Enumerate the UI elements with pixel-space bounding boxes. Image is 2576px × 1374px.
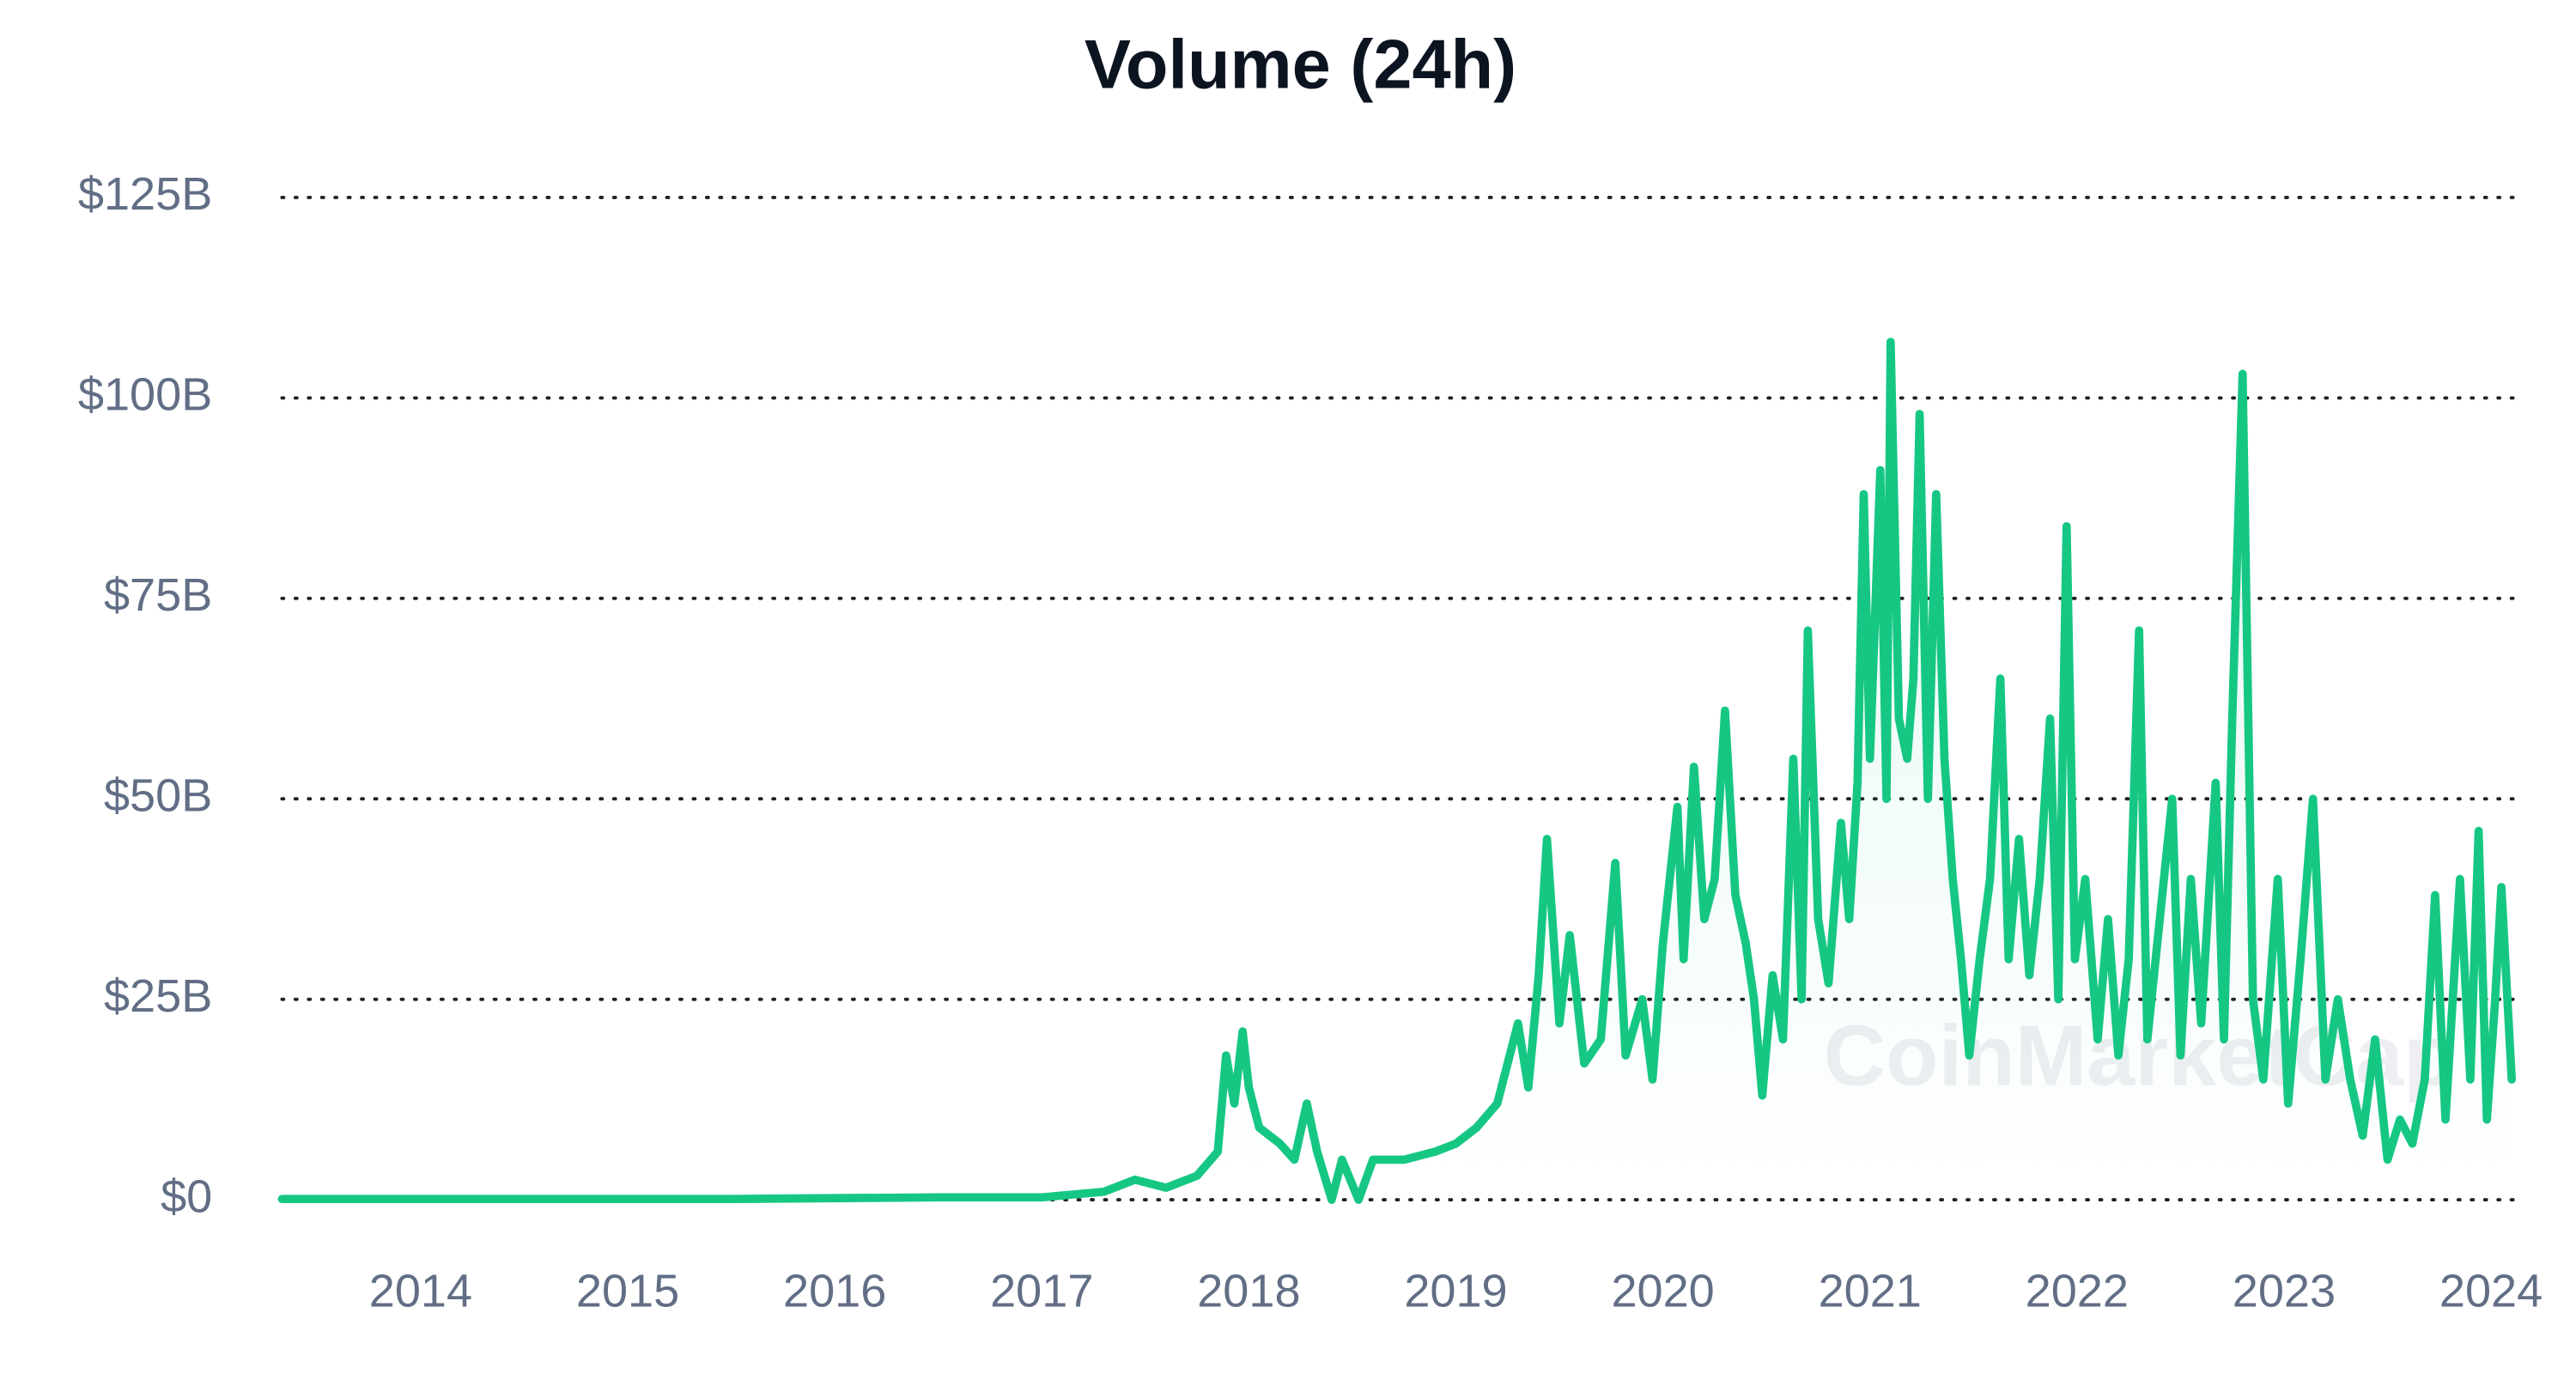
x-tick-label: 2020 — [1611, 1266, 1714, 1317]
x-tick-label: 2021 — [1819, 1266, 1922, 1317]
area — [282, 342, 2512, 1201]
y-tick-label: $100B — [78, 369, 212, 421]
x-tick-label: 2019 — [1404, 1266, 1507, 1317]
x-tick-label: 2015 — [576, 1266, 679, 1317]
x-tick-label: 2023 — [2233, 1266, 2336, 1317]
x-tick-label: 2022 — [2026, 1266, 2129, 1317]
x-tick-label: 2014 — [369, 1266, 472, 1317]
y-tick-label: $125B — [78, 168, 212, 220]
y-tick-label: $0 — [161, 1170, 212, 1222]
y-tick-label: $50B — [104, 770, 212, 822]
x-tick-label: 2024 — [2439, 1266, 2543, 1317]
x-tick-label: 2017 — [990, 1266, 1093, 1317]
x-tick-label: 2018 — [1197, 1266, 1300, 1317]
y-tick-label: $75B — [104, 569, 212, 621]
y-tick-label: $25B — [104, 970, 212, 1022]
x-tick-label: 2016 — [783, 1266, 886, 1317]
line — [277, 337, 2516, 1204]
chart-title: Volume (24h) — [1084, 27, 1516, 104]
